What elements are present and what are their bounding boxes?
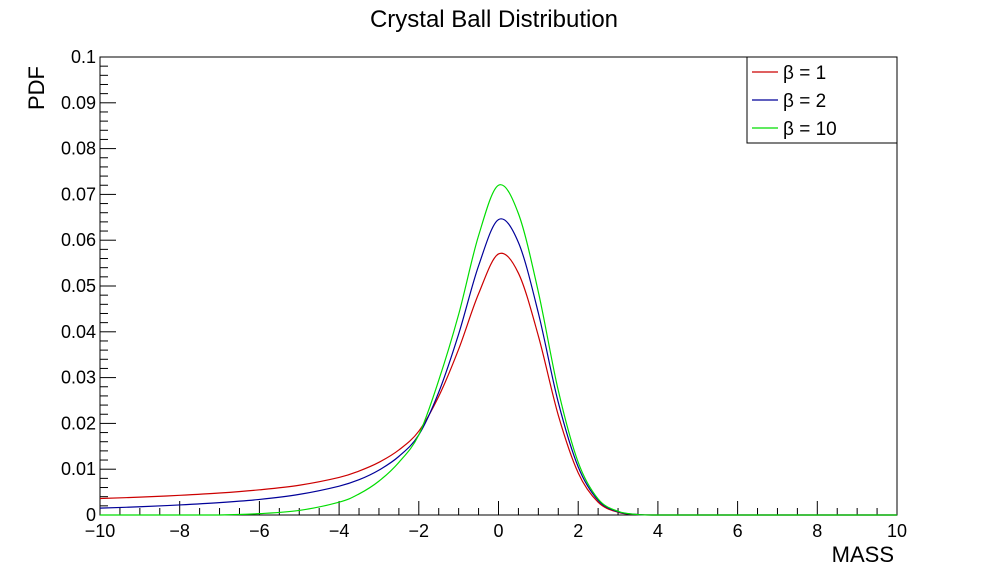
x-tick-label: 6 (733, 521, 743, 541)
y-tick-label: 0.02 (61, 413, 96, 433)
x-tick-label: 0 (493, 521, 503, 541)
x-tick-label: −10 (85, 521, 116, 541)
x-tick-label: −8 (169, 521, 190, 541)
legend-label-1: β = 1 (783, 63, 826, 84)
legend-label-2: β = 2 (783, 91, 826, 112)
legend-label-3: β = 10 (783, 119, 837, 140)
y-tick-label: 0.03 (61, 368, 96, 388)
x-tick-label: 10 (887, 521, 907, 541)
x-tick-label: 4 (653, 521, 663, 541)
series-lines (99, 184, 897, 516)
x-tick-label: −6 (249, 521, 270, 541)
x-tick-label: −2 (409, 521, 430, 541)
x-tick-label: −4 (329, 521, 350, 541)
y-axis-ticks: 0 0.01 0.02 0.03 0.04 0.05 0.06 0.07 0.08 0.09 0.1 (61, 47, 116, 525)
y-tick-label: 0.09 (61, 93, 96, 113)
y-tick-label: 0.01 (61, 459, 96, 479)
y-tick-label: 0.1 (71, 47, 96, 67)
y-tick-label: 0.04 (61, 322, 96, 342)
x-axis-title: MASS (832, 542, 894, 567)
chart-title: Crystal Ball Distribution (370, 6, 618, 33)
x-tick-label: 8 (812, 521, 822, 541)
y-axis-title: PDF (24, 66, 49, 110)
x-axis-ticks: −10 −8 −6 −4 −2 0 2 4 6 8 10 (85, 501, 907, 541)
y-tick-label: 0.07 (61, 184, 96, 204)
x-tick-label: 2 (573, 521, 583, 541)
y-tick-label: 0.08 (61, 139, 96, 159)
y-tick-label: 0.05 (61, 276, 96, 296)
legend: β = 1 β = 2 β = 10 (746, 56, 898, 144)
series-line-3 (100, 184, 897, 516)
y-tick-label: 0.06 (61, 230, 96, 250)
y-tick-label: 0 (86, 505, 96, 525)
